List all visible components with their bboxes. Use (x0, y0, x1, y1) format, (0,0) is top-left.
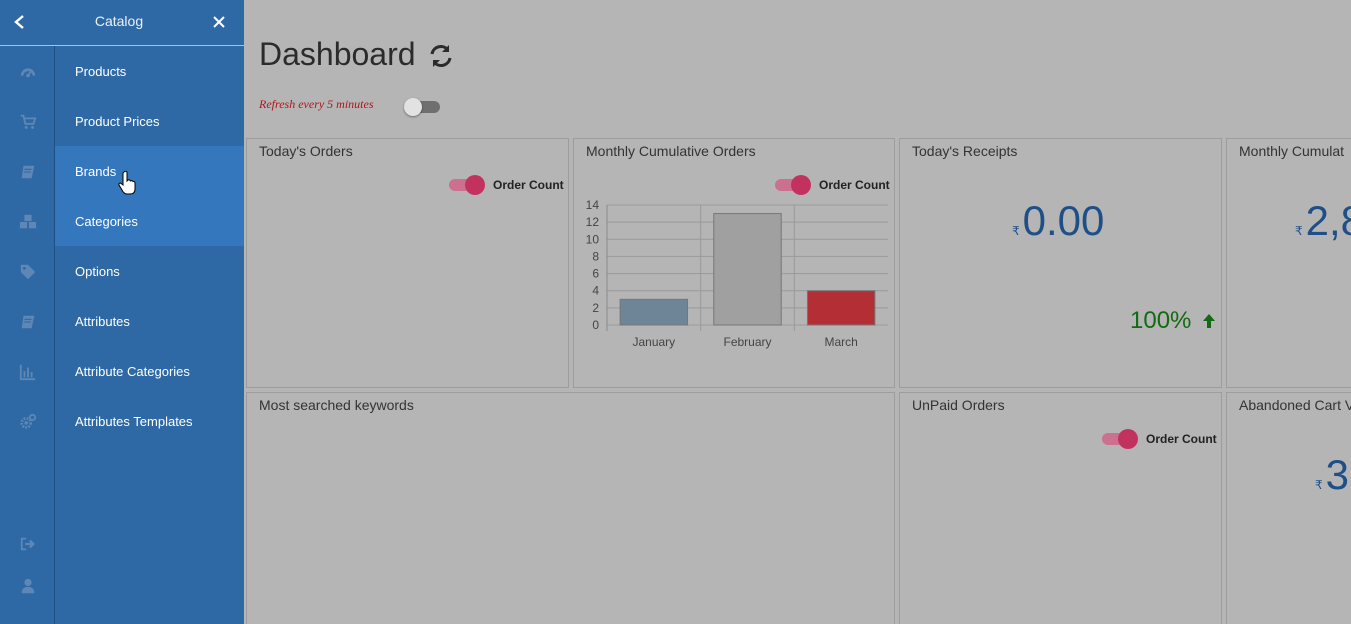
refresh-interval-text: Refresh every 5 minutes (259, 97, 374, 111)
gears-icon[interactable] (0, 410, 55, 434)
back-chevron-icon[interactable] (10, 12, 30, 32)
todays-receipts-card: Today's Receipts ₹0.00 100% (899, 138, 1222, 388)
main-content: Dashboard Refresh every 5 minutes Today'… (244, 0, 1351, 624)
card-title: Abandoned Cart V (1239, 397, 1351, 413)
card-title: Most searched keywords (259, 397, 414, 413)
abandoned-cart-card: Abandoned Cart V ₹3 (1226, 392, 1351, 624)
menu-item-product-prices[interactable]: Product Prices (55, 96, 244, 146)
card-title: Today's Receipts (912, 143, 1018, 159)
tags-icon[interactable] (0, 260, 55, 284)
currency-symbol: ₹ (1295, 224, 1303, 238)
toggle-label: Order Count (819, 178, 890, 192)
monthly-orders-chart: 0 2 4 6 8 10 12 14 January February March (586, 198, 888, 349)
menu-item-label: Options (75, 263, 120, 279)
monthly-orders-card: Monthly Cumulative Orders Order Count 0 2… (573, 138, 895, 388)
todays-orders-card: Today's Orders Order Count (246, 138, 569, 388)
y-tick-label: 6 (592, 267, 599, 281)
y-tick-label: 14 (586, 198, 600, 212)
panel-title: Catalog (94, 13, 144, 29)
user-icon[interactable] (0, 574, 55, 598)
menu-item-label: Product Prices (75, 113, 160, 129)
menu-item-attributes-templates[interactable]: Attributes Templates (55, 396, 244, 446)
menu-item-label: Products (75, 63, 127, 79)
bar-february (713, 213, 782, 326)
order-count-toggle[interactable]: Order Count (449, 175, 564, 195)
menu-item-label: Categories (75, 213, 138, 229)
catalog-panel: Products Product Prices Brands Categorie… (55, 0, 244, 624)
y-tick-label: 4 (592, 284, 599, 298)
change-percent: 100% (1130, 307, 1216, 335)
bar-march (806, 290, 876, 326)
refresh-icon[interactable] (428, 43, 454, 69)
arrow-up-icon (1203, 314, 1216, 328)
unpaid-orders-card: UnPaid Orders Order Count (899, 392, 1222, 624)
close-icon[interactable] (209, 12, 229, 32)
menu-item-attributes[interactable]: Attributes (55, 296, 244, 346)
order-count-toggle[interactable]: Order Count (775, 175, 890, 195)
menu-item-label: Attributes Templates (75, 413, 193, 429)
menu-item-options[interactable]: Options (55, 246, 244, 296)
menu-item-products[interactable]: Products (55, 46, 244, 96)
cubes-icon[interactable] (0, 210, 55, 234)
card-title: Monthly Cumulat (1239, 143, 1345, 159)
y-tick-label: 8 (592, 249, 599, 263)
icon-rail (0, 0, 55, 624)
cumulative-amount: ₹2,8 (1295, 197, 1351, 245)
y-tick-label: 0 (592, 318, 599, 332)
card-title: Monthly Cumulative Orders (586, 143, 756, 159)
y-tick-label: 10 (586, 232, 600, 246)
bar-chart-icon[interactable] (0, 360, 55, 384)
toggle-label: Order Count (1146, 432, 1217, 446)
order-count-toggle[interactable]: Order Count (1102, 429, 1217, 449)
x-tick-label: January (632, 335, 675, 349)
menu-item-brands[interactable]: Brands (55, 146, 244, 196)
amount-value: 3 (1325, 451, 1349, 498)
receipts-amount: ₹0.00 (1012, 197, 1104, 245)
bar-january (619, 298, 689, 326)
y-tick-label: 12 (586, 215, 600, 229)
dashboard-icon[interactable] (0, 60, 55, 84)
abandoned-amount: ₹3 (1315, 451, 1349, 499)
hand-cursor-icon (118, 170, 136, 195)
x-tick-label: March (824, 335, 857, 349)
keywords-card: Most searched keywords (246, 392, 895, 624)
book-icon[interactable] (0, 310, 55, 334)
toggle-label: Order Count (493, 178, 564, 192)
panel-header: Catalog (0, 0, 244, 46)
menu-item-categories[interactable]: Categories (55, 196, 244, 246)
amount-value: 2,8 (1305, 197, 1351, 244)
currency-symbol: ₹ (1012, 224, 1020, 238)
x-tick-label: February (723, 335, 771, 349)
menu-item-label: Brands (75, 163, 117, 179)
page-title: Dashboard (259, 36, 416, 72)
change-value: 100% (1130, 307, 1192, 334)
card-title: UnPaid Orders (912, 397, 1005, 413)
menu-item-label: Attributes (75, 313, 130, 329)
refresh-toggle[interactable] (404, 98, 440, 116)
book-icon[interactable] (0, 160, 55, 184)
monthly-cumulative-card: Monthly Cumulat ₹2,8 (1226, 138, 1351, 388)
sign-out-icon[interactable] (0, 532, 55, 556)
menu-item-label: Attribute Categories (75, 363, 190, 379)
y-tick-label: 2 (592, 301, 599, 315)
amount-value: 0.00 (1022, 197, 1105, 244)
menu-item-attribute-categories[interactable]: Attribute Categories (55, 346, 244, 396)
cart-icon[interactable] (0, 110, 55, 134)
card-title: Today's Orders (259, 143, 353, 159)
currency-symbol: ₹ (1315, 478, 1323, 492)
